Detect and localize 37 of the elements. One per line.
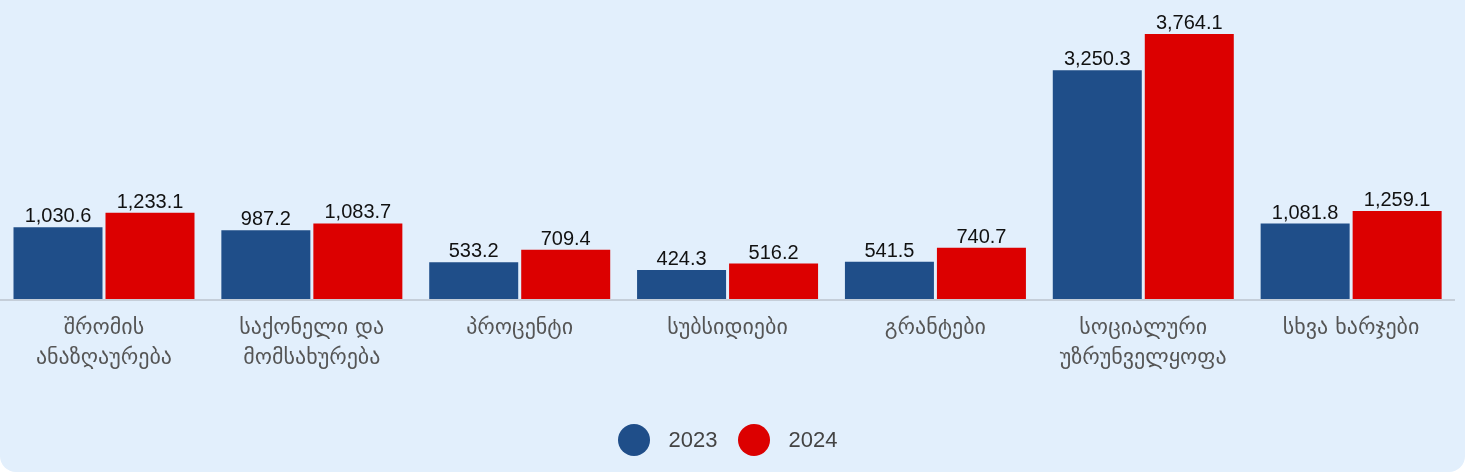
x-tick-label: გრანტები [884,314,987,339]
bar [1352,211,1442,300]
data-label: 1,233.1 [116,189,184,212]
data-label: 740.7 [956,224,1007,247]
x-tick-label: სხვა ხარჯები [1282,314,1420,339]
data-label: 3,250.3 [1063,47,1131,70]
data-label: 987.2 [240,207,291,230]
data-label: 1,259.1 [1363,188,1431,211]
x-tick-label: პროცენტი [466,314,574,339]
bar [221,230,311,300]
data-label: 1,081.8 [1271,200,1339,223]
bar [105,212,195,300]
data-label: 424.3 [656,247,707,270]
bar [1260,223,1350,300]
data-label: 1,030.6 [24,204,92,227]
x-tick-label: შრომის ანაზღაურება [35,314,172,369]
bar [729,263,819,300]
bar [521,249,611,300]
bar [429,262,519,300]
bar [13,227,103,300]
data-label: 709.4 [540,226,591,249]
x-tick-label: სოციალური უზრუნველყოფა [1059,314,1227,369]
bar [637,270,727,300]
data-label: 541.5 [864,238,915,261]
bar [936,247,1026,300]
bar [1052,70,1142,300]
bar [844,261,934,300]
legend-label: 2023 [668,427,718,453]
data-label: 3,764.1 [1155,11,1223,33]
bar [313,223,403,300]
legend-label: 2024 [788,427,838,453]
x-tick-label: საქონელი და მომსახურება [239,314,385,369]
data-label: 516.2 [748,240,799,263]
data-label: 1,083.7 [324,200,392,223]
data-label: 533.2 [448,239,499,262]
x-tick-label: სუბსიდიები [667,314,788,339]
bar [1144,34,1234,300]
